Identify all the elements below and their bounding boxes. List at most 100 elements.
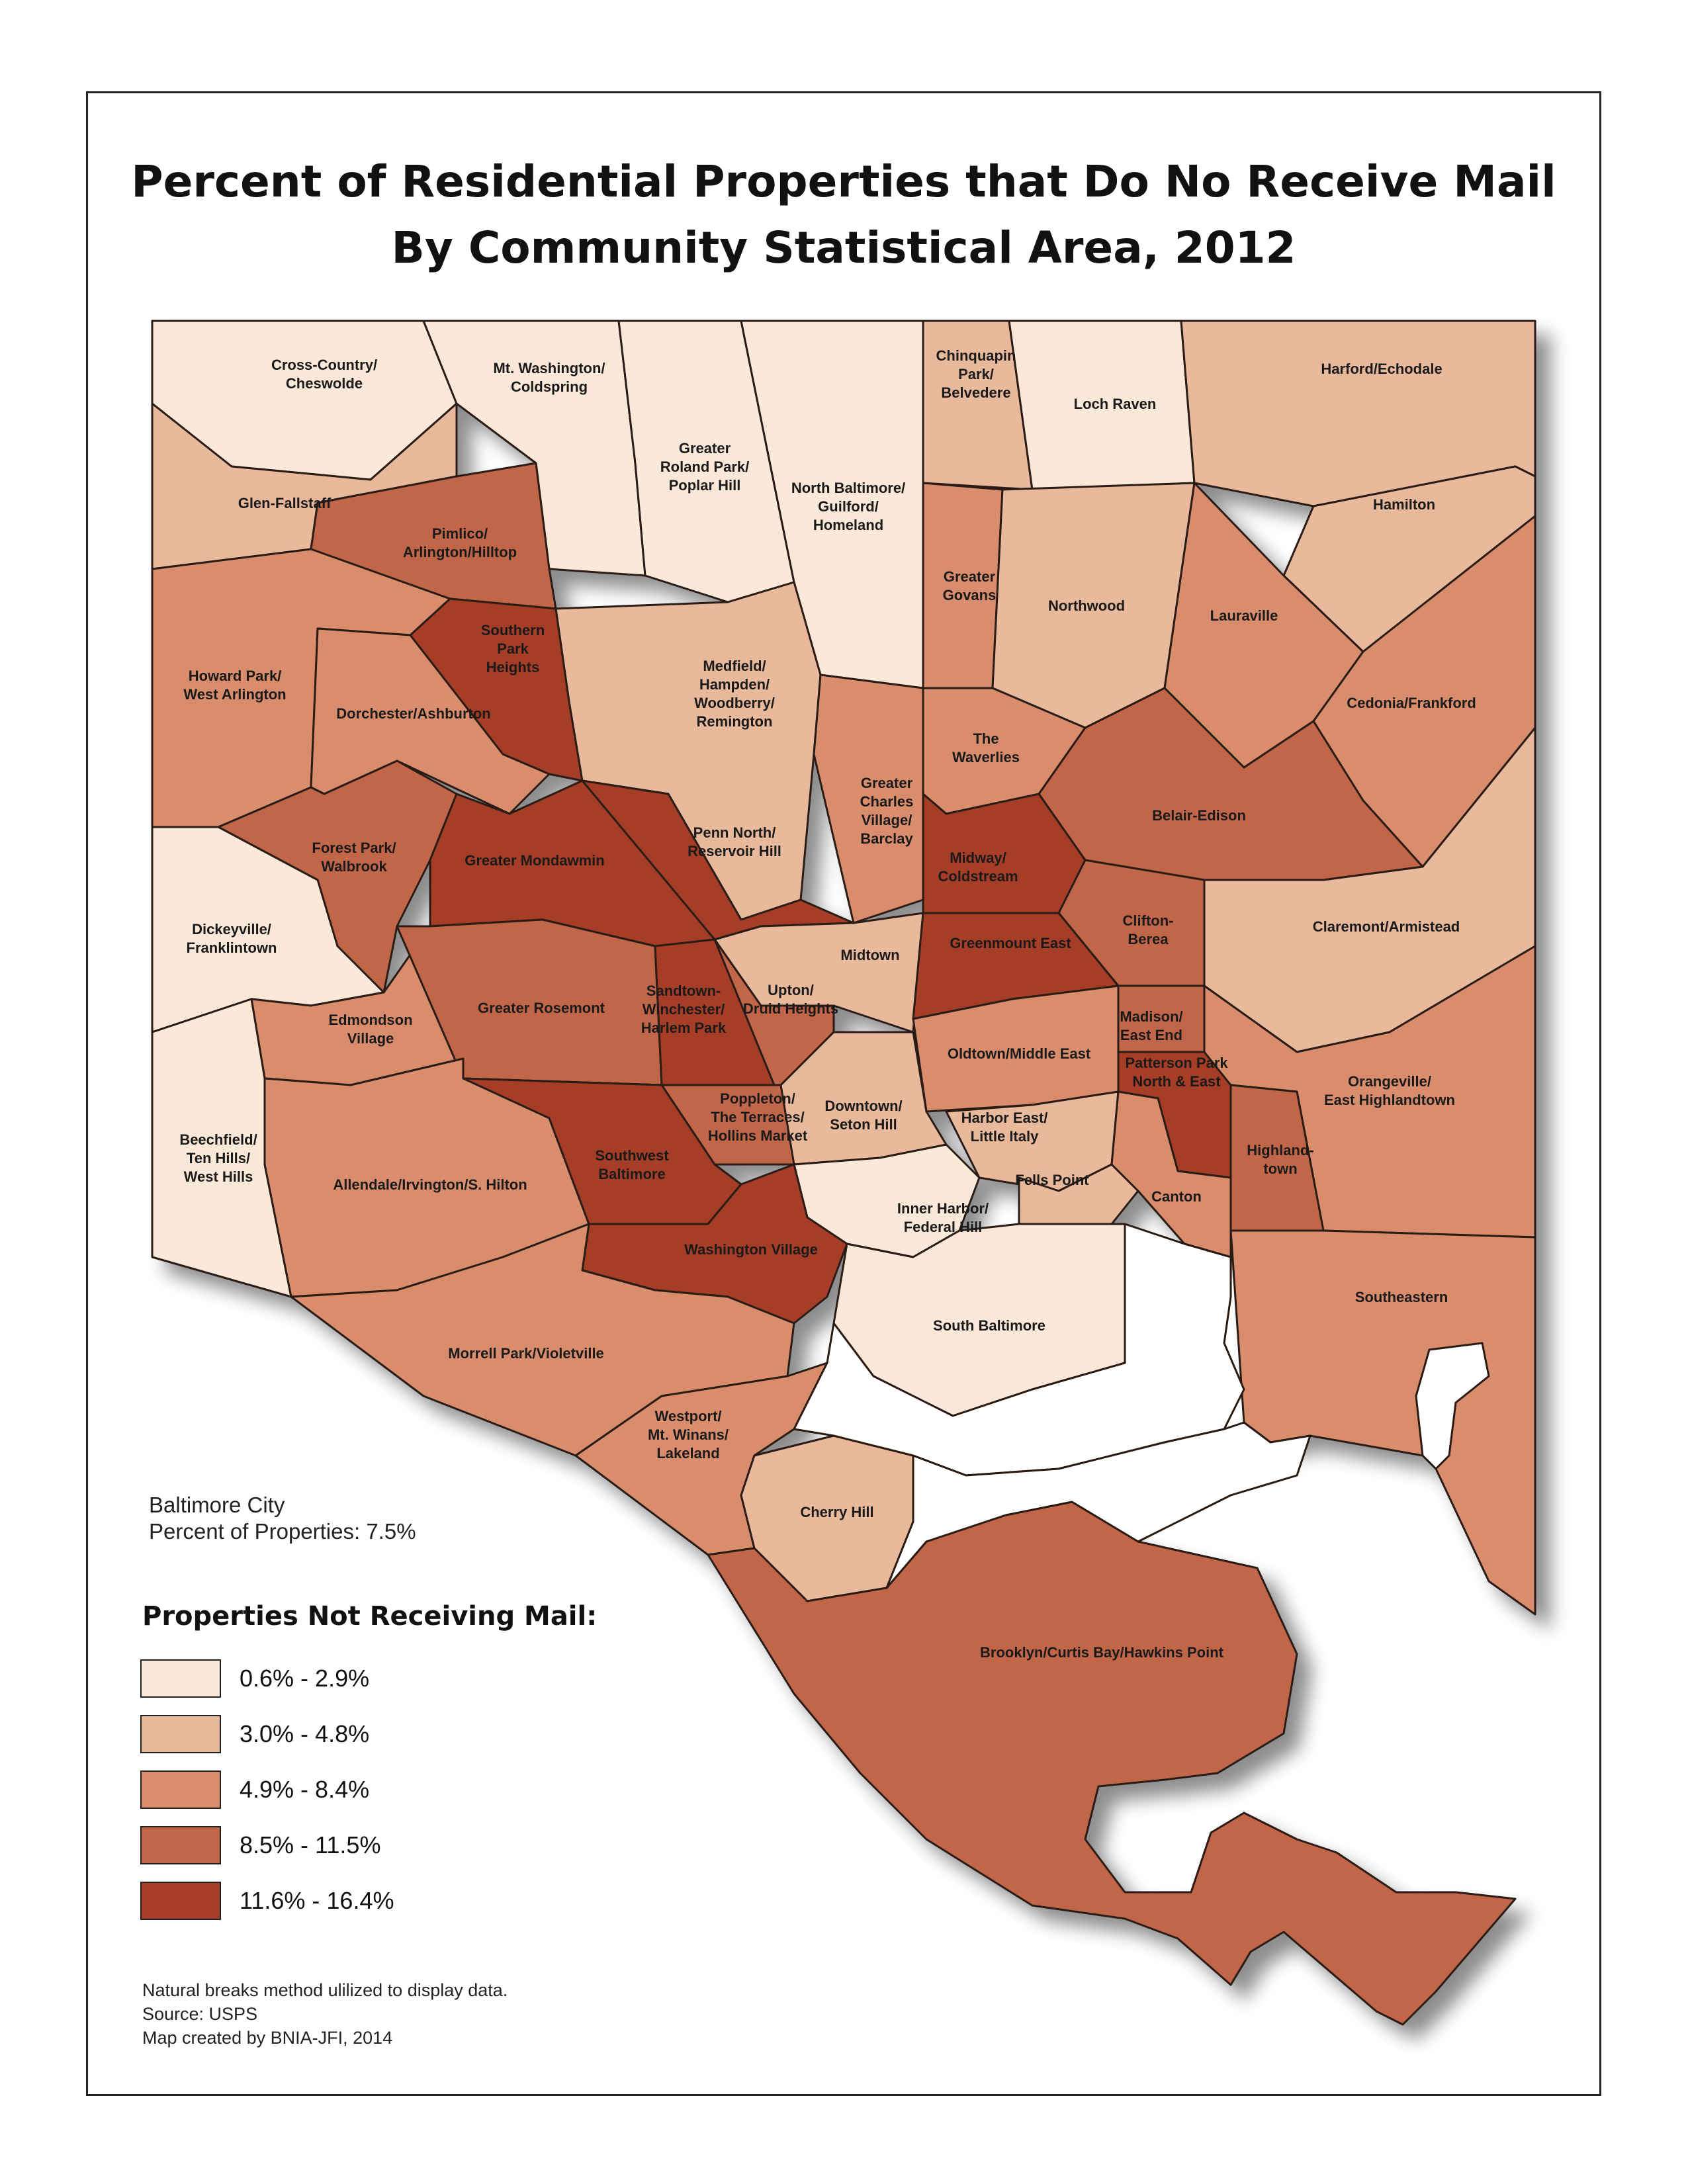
csa-label-line: Little Italy (971, 1128, 1039, 1145)
csa-label-belair-edison: Belair-Edison (1152, 807, 1246, 824)
csa-label-line: Claremont/Armistead (1313, 918, 1460, 935)
csa-label-westport: Westport/Mt. Winans/Lakeland (648, 1408, 729, 1462)
csa-label-line: Downtown/ (824, 1098, 902, 1114)
csa-label-line: Harlem Park (641, 1020, 727, 1036)
csa-label-line: Westport/ (654, 1408, 721, 1424)
csa-label-edmondson: Edmondson Village (328, 1012, 412, 1047)
csa-label-line: Southwest (595, 1147, 669, 1164)
csa-label-line: Poplar Hill (669, 477, 741, 494)
csa-label-line: Ten Hills/ (187, 1150, 250, 1166)
csa-label-cherry-hill: Cherry Hill (800, 1504, 873, 1520)
csa-label-cross-country: Cross-Country/Cheswolde (271, 357, 377, 392)
csa-label-line: Village (347, 1030, 394, 1047)
csa-label-line: East Highlandtown (1324, 1092, 1455, 1108)
legend-swatch (140, 1659, 221, 1698)
csa-label-line: Dorchester/Ashburton (336, 705, 490, 722)
legend-label: 11.6% - 16.4% (240, 1887, 394, 1914)
legend-item: 8.5% - 11.5% (140, 1817, 394, 1873)
csa-label-line: Lauraville (1210, 607, 1278, 624)
csa-label-patterson: Patterson Park North & East (1125, 1055, 1228, 1090)
csa-label-line: Govans (943, 587, 997, 603)
csa-label-line: Coldstream (938, 868, 1018, 885)
map-title: Percent of Residential Properties that D… (86, 149, 1601, 281)
csa-label-line: Coldspring (511, 378, 588, 395)
csa-label-line: The Terraces/ (711, 1109, 804, 1125)
csa-label-line: South Baltimore (933, 1317, 1045, 1334)
csa-label-greater-rosemont: Greater Rosemont (478, 1000, 605, 1016)
csa-label-line: Winchester/ (643, 1001, 725, 1018)
csa-label-line: Midway/ (950, 850, 1006, 866)
csa-label-penn-north: Penn North/Reservoir Hill (688, 824, 781, 859)
map-frame (86, 91, 1601, 2096)
csa-label-midway: Midway/Coldstream (938, 850, 1018, 885)
legend: 0.6% - 2.9% 3.0% - 4.8% 4.9% - 8.4% 8.5%… (140, 1651, 394, 1929)
csa-label-sandtown: Sandtown- Winchester/Harlem Park (641, 983, 727, 1036)
csa-label-midtown: Midtown (840, 947, 899, 963)
csa-label-orangeville: Orangeville/East Highlandtown (1324, 1073, 1455, 1108)
csa-label-morrell-park: Morrell Park/Violetville (448, 1345, 604, 1362)
csa-label-line: Orangeville/ (1348, 1073, 1431, 1090)
csa-label-greater-govans: Greater Govans (943, 568, 997, 603)
csa-label-line: Reservoir Hill (688, 843, 781, 859)
harbor-water (885, 1421, 1311, 1589)
legend-label: 4.9% - 8.4% (240, 1776, 370, 1803)
csa-label-line: West Hills (184, 1168, 253, 1185)
csa-label-lauraville: Lauraville (1210, 607, 1278, 624)
csa-label-howard-park: Howard Park/West Arlington (183, 668, 286, 703)
csa-label-line: Cross-Country/ (271, 357, 377, 373)
csa-label-line: Morrell Park/Violetville (448, 1345, 604, 1362)
csa-label-roland-park: Greater Roland Park/Poplar Hill (660, 440, 749, 494)
legend-swatch (140, 1715, 221, 1753)
csa-label-line: Upton/ (768, 982, 814, 998)
csa-label-dorchester: Dorchester/Ashburton (336, 705, 490, 722)
csa-label-line: Belvedere (941, 384, 1010, 401)
csa-label-southwest: Southwest Baltimore (595, 1147, 669, 1182)
csa-label-line: Southeastern (1355, 1289, 1448, 1305)
csa-label-line: Hamilton (1373, 496, 1435, 513)
csa-label-line: Waverlies (952, 749, 1020, 765)
csa-label-line: Greater Rosemont (478, 1000, 605, 1016)
csa-label-line: Patterson Park (1125, 1055, 1228, 1071)
csa-label-line: Harford/Echodale (1321, 361, 1442, 377)
csa-label-line: Lakeland (656, 1445, 719, 1462)
csa-label-line: Charles (860, 793, 914, 810)
csa-label-greater-mondawmin: Greater Mondawmin (465, 852, 604, 869)
legend-item: 0.6% - 2.9% (140, 1651, 394, 1706)
csa-label-line: Sandtown- (646, 983, 721, 999)
legend-swatch (140, 1826, 221, 1864)
csa-label-line: Dickeyville/ (192, 921, 271, 938)
csa-label-inner-harbor: Inner Harbor/Federal Hill (897, 1200, 989, 1235)
csa-label-line: Madison/ (1120, 1008, 1182, 1025)
csa-label-line: Greater (861, 775, 913, 791)
csa-label-line: Glen-Fallstaff (238, 495, 332, 511)
csa-label-line: Greater Mondawmin (465, 852, 604, 869)
csa-label-line: Federal Hill (904, 1219, 983, 1235)
csa-label-dickeyville: Dickeyville/Franklintown (187, 921, 277, 956)
csa-label-line: Walbrook (321, 858, 387, 875)
csa-label-harford: Harford/Echodale (1321, 361, 1442, 377)
csa-label-line: Edmondson (328, 1012, 412, 1028)
csa-label-greenmount: Greenmount East (950, 935, 1071, 951)
csa-label-charles-village: Greater Charles Village/Barclay (860, 775, 914, 847)
csa-label-forest-park: Forest Park/Walbrook (312, 840, 396, 875)
harbor-water (1415, 1342, 1490, 1470)
csa-label-line: Heights (486, 659, 540, 676)
note-credit: Map created by BNIA-JFI, 2014 (142, 2028, 393, 2048)
legend-swatch (140, 1882, 221, 1920)
summary-percent: Percent of Properties: 7.5% (149, 1519, 416, 1544)
csa-label-line: Canton (1151, 1188, 1202, 1205)
harbor-water (793, 1223, 1245, 1477)
csa-label-line: Mt. Washington/ (493, 360, 605, 376)
csa-label-line: Cherry Hill (800, 1504, 873, 1520)
csa-label-washington-village: Washington Village (684, 1241, 818, 1258)
csa-label-allendale: Allendale/Irvington/S. Hilton (333, 1176, 527, 1193)
csa-label-line: Druid Heights (743, 1000, 838, 1017)
csa-label-line: Brooklyn/Curtis Bay/Hawkins Point (980, 1644, 1224, 1661)
note-source: Source: USPS (142, 2004, 258, 2024)
csa-label-southeastern: Southeastern (1355, 1289, 1448, 1305)
legend-title: Properties Not Receiving Mail: (142, 1601, 598, 1632)
csa-region-greater-govans (922, 482, 1004, 689)
csa-label-line: Park (497, 640, 529, 657)
csa-label-claremont: Claremont/Armistead (1313, 918, 1460, 935)
